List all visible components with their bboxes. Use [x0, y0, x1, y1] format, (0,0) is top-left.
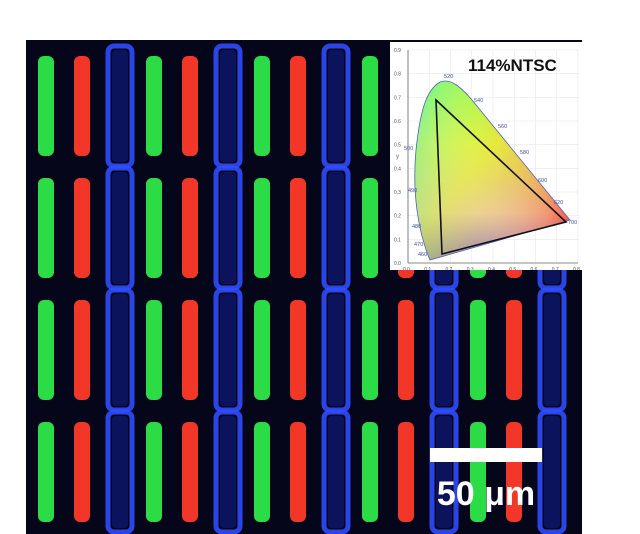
blue-subpixel-core: [220, 416, 236, 528]
wavelength-label: 470: [414, 242, 423, 248]
blue-subpixel-core: [220, 50, 236, 162]
scale-bar: [430, 448, 542, 462]
x-tick-label: 0.4: [488, 267, 495, 270]
cie-diagram: 0.0 0.1 0.2 0.3 0.4 0.5 0.6 0.7 0.8 0.0 0.1 0.2 0.3…: [394, 48, 580, 270]
wavelength-label: 490: [408, 188, 417, 194]
green-subpixel: [362, 56, 378, 156]
green-subpixel: [254, 178, 270, 278]
wavelength-label: 700: [568, 220, 577, 226]
y-tick-label: 0.1: [394, 237, 401, 243]
blue-subpixel: [537, 409, 567, 534]
green-subpixel: [254, 422, 270, 522]
blue-subpixel-core: [328, 50, 344, 162]
wavelength-label: 560: [498, 124, 507, 130]
y-tick-label: 0.4: [394, 166, 401, 172]
red-subpixel: [74, 178, 90, 278]
blue-subpixel-core: [112, 172, 128, 284]
blue-subpixel-core: [112, 294, 128, 406]
blue-subpixel-core: [328, 172, 344, 284]
blue-subpixel: [213, 409, 243, 534]
spectral-locus-fill: [414, 80, 570, 261]
x-tick-label: 0.6: [531, 267, 538, 270]
green-subpixel: [38, 178, 54, 278]
blue-subpixel-core: [436, 294, 452, 406]
green-subpixel: [146, 300, 162, 400]
y-tick-label: 0.7: [394, 95, 401, 101]
red-subpixel: [290, 56, 306, 156]
blue-subpixel: [321, 409, 351, 534]
gamut-label: 114%NTSC: [468, 56, 557, 75]
wavelength-label: 500: [404, 146, 413, 152]
green-subpixel: [470, 300, 486, 400]
wavelength-label: 480: [412, 224, 421, 230]
wavelength-label: 600: [538, 178, 547, 184]
wavelength-label: 520: [444, 74, 453, 80]
green-subpixel: [362, 300, 378, 400]
y-tick-label: 0.2: [394, 214, 401, 220]
blue-subpixel-core: [112, 50, 128, 162]
red-subpixel: [182, 422, 198, 522]
wavelength-label: 540: [474, 98, 483, 104]
x-tick-label: 0.0: [403, 267, 410, 270]
y-tick-label: 0.0: [394, 261, 401, 267]
red-subpixel: [290, 422, 306, 522]
green-subpixel: [362, 178, 378, 278]
x-tick-label: 0.5: [509, 267, 516, 270]
green-subpixel: [362, 422, 378, 522]
blue-subpixel-core: [544, 294, 560, 406]
y-tick-label: 0.5: [394, 143, 401, 149]
blue-subpixel-core: [328, 294, 344, 406]
red-subpixel: [398, 422, 414, 522]
green-subpixel: [254, 300, 270, 400]
blue-subpixel-core: [220, 172, 236, 284]
green-subpixel: [38, 422, 54, 522]
red-subpixel: [182, 56, 198, 156]
green-subpixel: [470, 422, 486, 522]
microscope-image: 50 μm: [26, 40, 582, 534]
red-subpixel: [74, 56, 90, 156]
gamut-triangle: [435, 98, 568, 256]
red-subpixel: [290, 178, 306, 278]
green-subpixel: [254, 56, 270, 156]
x-tick-label: 0.8: [573, 267, 580, 270]
blue-subpixel-core: [220, 294, 236, 406]
y-tick-label: 0.9: [394, 48, 401, 54]
red-subpixel: [182, 300, 198, 400]
red-subpixel: [290, 300, 306, 400]
green-subpixel: [146, 178, 162, 278]
red-subpixel: [74, 422, 90, 522]
red-subpixel: [182, 178, 198, 278]
green-subpixel: [146, 422, 162, 522]
wavelength-labels: 520 540 560 580 600 620 700 500 490 480 470 460: [404, 74, 577, 258]
blue-subpixel: [429, 409, 459, 534]
blue-subpixel-core: [544, 416, 560, 528]
y-tick-label: 0.6: [394, 119, 401, 125]
green-subpixel: [146, 56, 162, 156]
blue-subpixel: [105, 409, 135, 534]
y-tick-labels: 0.0 0.1 0.2 0.3 0.4 0.5 0.6 0.7 0.8 0.9: [394, 48, 401, 267]
red-subpixel: [506, 422, 522, 522]
blue-subpixel-core: [112, 416, 128, 528]
scale-bar-label: 50 μm: [436, 475, 536, 513]
x-tick-label: 0.3: [467, 267, 474, 270]
blue-subpixel-core: [436, 416, 452, 528]
cie-chromaticity-inset: 0.0 0.1 0.2 0.3 0.4 0.5 0.6 0.7 0.8 0.0 0.1 0.2 0.3…: [390, 42, 582, 270]
wavelength-label: 620: [554, 200, 563, 206]
wavelength-label: 460: [418, 252, 427, 258]
x-tick-label: 0.2: [446, 267, 453, 270]
spectral-locus: [414, 80, 571, 261]
x-tick-label: 0.7: [552, 267, 559, 270]
y-axis-label: y: [396, 154, 399, 160]
red-subpixel: [398, 300, 414, 400]
green-subpixel: [38, 300, 54, 400]
green-subpixel: [38, 56, 54, 156]
x-tick-labels: 0.0 0.1 0.2 0.3 0.4 0.5 0.6 0.7 0.8: [403, 267, 580, 270]
red-subpixel: [506, 300, 522, 400]
red-subpixel: [74, 300, 90, 400]
x-tick-label: 0.1: [424, 267, 431, 270]
y-tick-label: 0.8: [394, 72, 401, 78]
blue-subpixel-core: [328, 416, 344, 528]
y-tick-label: 0.3: [394, 190, 401, 196]
wavelength-label: 580: [520, 150, 529, 156]
